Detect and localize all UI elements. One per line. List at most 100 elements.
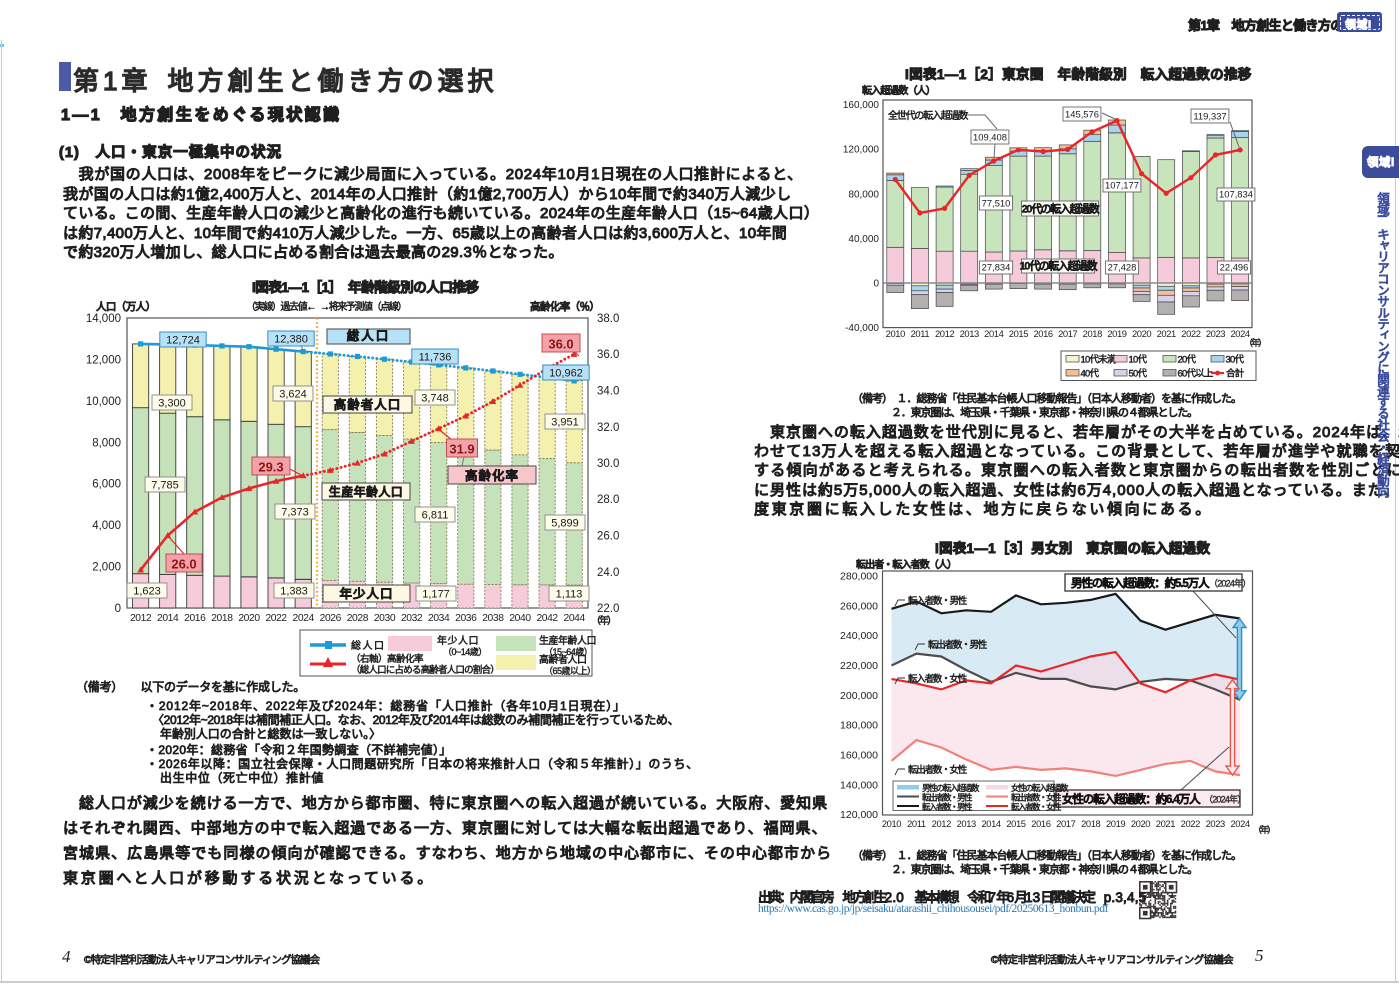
svg-text:（65歳以上）: （65歳以上） — [544, 665, 596, 676]
svg-text:2018: 2018 — [211, 613, 233, 624]
svg-text:合計: 合計 — [1226, 368, 1245, 380]
svg-text:2012: 2012 — [932, 818, 951, 829]
svg-text:転出者数・女性: 転出者数・女性 — [1011, 793, 1062, 803]
svg-text:生産年齢人口: 生産年齢人口 — [539, 634, 596, 647]
svg-text:全世代の転入超過数: 全世代の転入超過数 — [888, 109, 968, 122]
svg-text:31.9: 31.9 — [449, 442, 474, 457]
svg-text:22.0: 22.0 — [597, 603, 619, 615]
svg-text:27,428: 27,428 — [1108, 262, 1137, 273]
svg-text:30.0: 30.0 — [597, 458, 619, 470]
svg-text:36.0: 36.0 — [548, 337, 573, 352]
svg-text:10,962: 10,962 — [549, 368, 583, 380]
svg-text:転入者数・男性: 転入者数・男性 — [922, 802, 973, 812]
svg-text:34.0: 34.0 — [597, 386, 619, 398]
svg-text:2012: 2012 — [935, 328, 954, 339]
svg-text:→将来予測値（点線）: →将来予測値（点線） — [320, 300, 406, 313]
svg-text:2016: 2016 — [1031, 818, 1050, 829]
svg-text:260,000: 260,000 — [840, 600, 878, 612]
svg-text:2021: 2021 — [1156, 818, 1175, 829]
svg-text:2015: 2015 — [1009, 328, 1028, 339]
svg-text:2023: 2023 — [1206, 818, 1225, 829]
svg-text:40代: 40代 — [1081, 369, 1100, 380]
svg-text:2018: 2018 — [1081, 818, 1100, 829]
svg-text:2014: 2014 — [981, 818, 1000, 829]
svg-text:12,380: 12,380 — [274, 334, 308, 346]
svg-text:2020: 2020 — [1131, 818, 1150, 829]
svg-text:（2024年）: （2024年） — [1209, 578, 1250, 589]
svg-text:2017: 2017 — [1058, 328, 1077, 339]
svg-text:転出者数・女性: 転出者数・女性 — [908, 764, 968, 776]
svg-text:2044: 2044 — [564, 613, 586, 624]
svg-text:転出者数・男性: 転出者数・男性 — [928, 639, 988, 651]
svg-text:1,177: 1,177 — [422, 589, 450, 601]
svg-text:2024: 2024 — [1230, 818, 1249, 829]
svg-text:3,300: 3,300 — [158, 398, 186, 410]
svg-text:10,000: 10,000 — [86, 396, 121, 408]
svg-text:（0~14歳）: （0~14歳） — [443, 646, 487, 657]
svg-text:転出者・転入者数（人）: 転出者・転入者数（人） — [856, 558, 956, 571]
svg-text:女性の転入超過数：約6.4万人: 女性の転入超過数：約6.4万人 — [1062, 792, 1201, 806]
svg-text:0: 0 — [873, 279, 879, 290]
svg-text:11,736: 11,736 — [419, 352, 452, 364]
svg-text:2014: 2014 — [984, 328, 1003, 339]
svg-text:14,000: 14,000 — [86, 313, 121, 325]
svg-text:1,113: 1,113 — [556, 589, 583, 601]
svg-text:280,000: 280,000 — [840, 571, 878, 583]
svg-text:28.0: 28.0 — [597, 494, 619, 506]
svg-text:2026: 2026 — [320, 613, 342, 624]
svg-text:年少人口: 年少人口 — [437, 634, 479, 647]
svg-text:40,000: 40,000 — [848, 234, 879, 245]
svg-text:7,785: 7,785 — [151, 480, 179, 492]
svg-text:（総人口に占める高齢者人口の割合）: （総人口に占める高齢者人口の割合） — [351, 664, 499, 676]
svg-text:2020: 2020 — [238, 613, 260, 624]
svg-text:0: 0 — [115, 603, 121, 615]
svg-text:2034: 2034 — [428, 613, 450, 624]
svg-text:12,000: 12,000 — [86, 354, 121, 366]
svg-text:高齢者人口: 高齢者人口 — [539, 653, 587, 666]
svg-text:総人口: 総人口 — [347, 328, 391, 343]
svg-text:2030: 2030 — [374, 613, 396, 624]
svg-text:（年）: （年） — [1253, 824, 1274, 835]
svg-text:1,623: 1,623 — [133, 586, 161, 598]
svg-text:77,510: 77,510 — [982, 198, 1011, 209]
svg-text:220,000: 220,000 — [840, 660, 878, 672]
svg-text:60代以上: 60代以上 — [1178, 369, 1214, 380]
svg-text:107,177: 107,177 — [1105, 180, 1139, 191]
svg-text:145,576: 145,576 — [1065, 109, 1099, 120]
svg-text:2036: 2036 — [455, 613, 477, 624]
svg-text:6,811: 6,811 — [422, 510, 449, 522]
svg-text:2024: 2024 — [1230, 328, 1249, 339]
svg-text:高齢化率（％）: 高齢化率（％） — [530, 300, 599, 313]
svg-text:10代の転入超過数: 10代の転入超過数 — [1020, 259, 1098, 273]
svg-text:160,000: 160,000 — [840, 750, 878, 762]
svg-text:2038: 2038 — [482, 613, 504, 624]
svg-text:4,000: 4,000 — [92, 520, 121, 532]
svg-text:10代未満: 10代未満 — [1081, 354, 1117, 366]
svg-text:38.0: 38.0 — [597, 313, 619, 325]
svg-text:50代: 50代 — [1129, 369, 1148, 380]
svg-text:転入者数・女性: 転入者数・女性 — [908, 673, 968, 685]
svg-text:2022: 2022 — [265, 613, 287, 624]
svg-text:10代: 10代 — [1129, 355, 1148, 366]
svg-text:2032: 2032 — [401, 613, 423, 624]
svg-text:男性の転入超過数：約5.5万人: 男性の転入超過数：約5.5万人 — [1071, 576, 1210, 590]
svg-text:3,624: 3,624 — [279, 389, 307, 401]
svg-text:3,748: 3,748 — [421, 393, 449, 405]
svg-text:36.0: 36.0 — [597, 349, 619, 361]
svg-text:29.3: 29.3 — [258, 460, 283, 475]
svg-text:1,383: 1,383 — [280, 586, 308, 598]
svg-text:120,000: 120,000 — [840, 809, 878, 821]
svg-text:24.0: 24.0 — [597, 567, 619, 579]
svg-text:20代の転入超過数: 20代の転入超過数 — [1022, 202, 1100, 216]
svg-text:（15~64歳）: （15~64歳） — [544, 646, 592, 657]
svg-text:2010: 2010 — [882, 818, 901, 829]
svg-text:2,000: 2,000 — [92, 562, 121, 574]
svg-text:人口（万人）: 人口（万人） — [96, 300, 155, 313]
svg-text:27,834: 27,834 — [982, 262, 1011, 273]
svg-text:2015: 2015 — [1006, 818, 1025, 829]
svg-text:年少人口: 年少人口 — [339, 586, 393, 601]
svg-text:30代: 30代 — [1226, 355, 1245, 366]
svg-text:2014: 2014 — [157, 613, 179, 624]
svg-text:2040: 2040 — [509, 613, 531, 624]
svg-text:2012: 2012 — [130, 613, 152, 624]
